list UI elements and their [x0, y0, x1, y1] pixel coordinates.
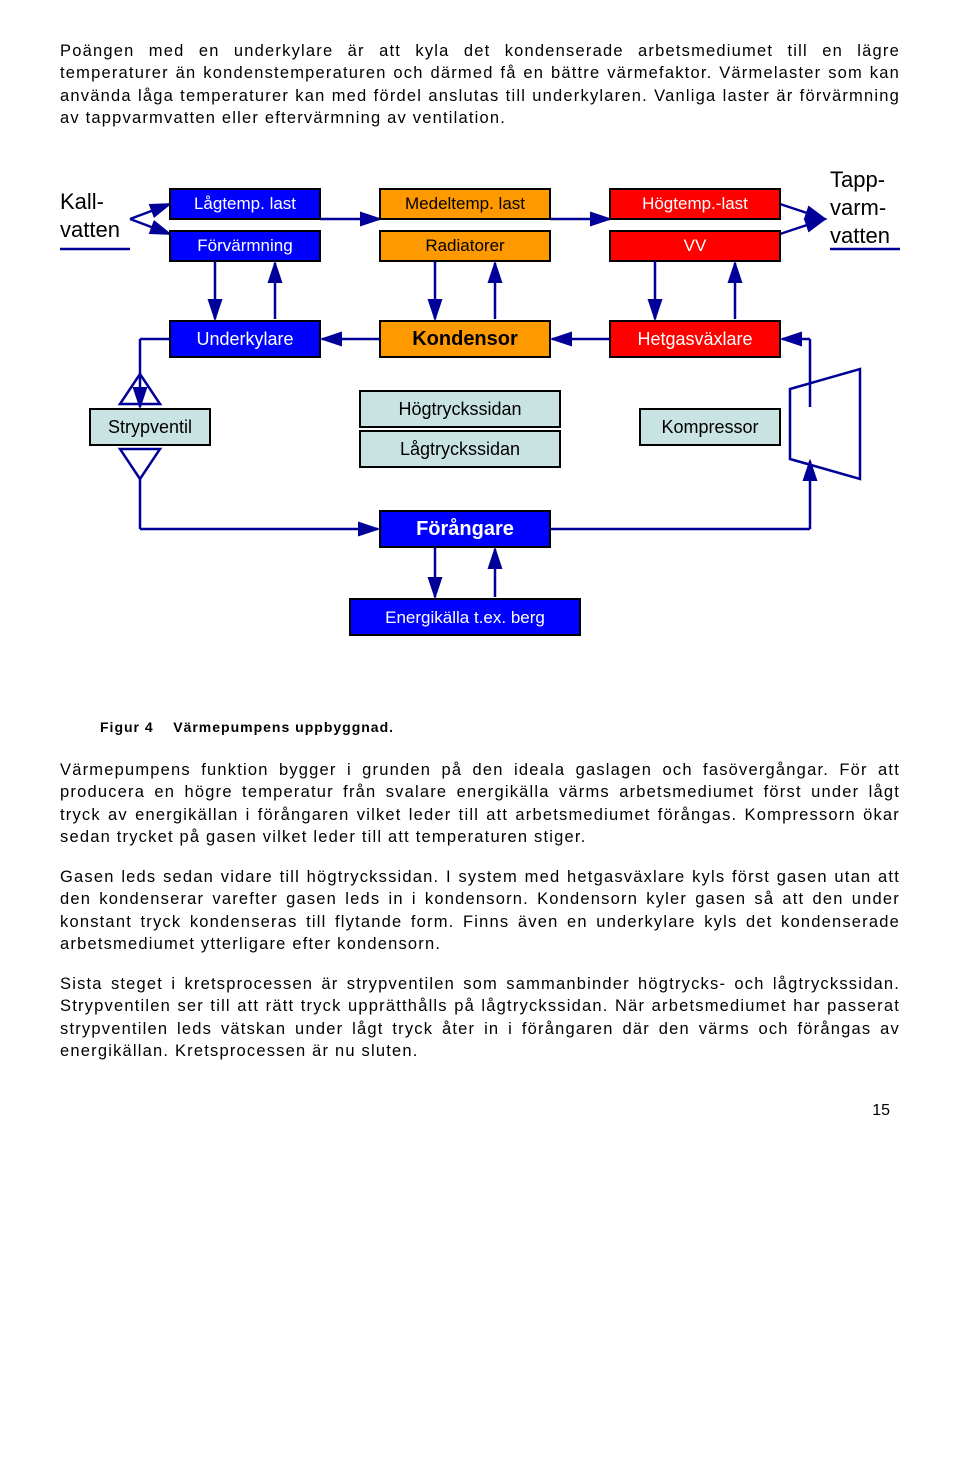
- text-underkylare: Underkylare: [196, 329, 293, 349]
- text-energikalla: Energikälla t.ex. berg: [385, 608, 545, 627]
- figure-caption: Figur 4 Värmepumpens uppbyggnad.: [100, 719, 900, 735]
- page-number: 15: [60, 1102, 900, 1120]
- text-strypventil: Strypventil: [108, 417, 192, 437]
- paragraph-1: Poängen med en underkylare är att kyla d…: [60, 40, 900, 129]
- text-hogtemp-last: Högtemp.-last: [642, 194, 748, 213]
- paragraph-4: Sista steget i kretsprocessen är strypve…: [60, 973, 900, 1062]
- text-kompressor: Kompressor: [661, 417, 758, 437]
- figure-text: Värmepumpens uppbyggnad.: [173, 719, 394, 735]
- label-kall: Kall-: [60, 189, 104, 214]
- text-lagtemp-last: Lågtemp. last: [194, 194, 296, 213]
- text-medeltemp-last: Medeltemp. last: [405, 194, 525, 213]
- label-tapp: Tapp-: [830, 167, 885, 192]
- heat-pump-diagram: Kall- vatten Tapp- varm- vatten Lågtemp.…: [60, 159, 900, 679]
- text-forangare: Förångare: [416, 517, 514, 540]
- text-kondensor: Kondensor: [412, 328, 518, 350]
- paragraph-3: Gasen leds sedan vidare till högtryckssi…: [60, 866, 900, 955]
- text-hetgas: Hetgasväxlare: [637, 329, 752, 349]
- label-vatten-l: vatten: [60, 217, 120, 242]
- text-hogtryck: Högtryckssidan: [398, 399, 521, 419]
- text-radiatorer: Radiatorer: [425, 236, 505, 255]
- text-vv: VV: [684, 236, 707, 255]
- label-vatten-r: vatten: [830, 223, 890, 248]
- text-lagtryck: Lågtryckssidan: [400, 439, 520, 459]
- label-varm: varm-: [830, 195, 886, 220]
- paragraph-2: Värmepumpens funktion bygger i grunden p…: [60, 759, 900, 848]
- figure-number: Figur 4: [100, 719, 154, 735]
- text-forvarm: Förvärmning: [197, 236, 292, 255]
